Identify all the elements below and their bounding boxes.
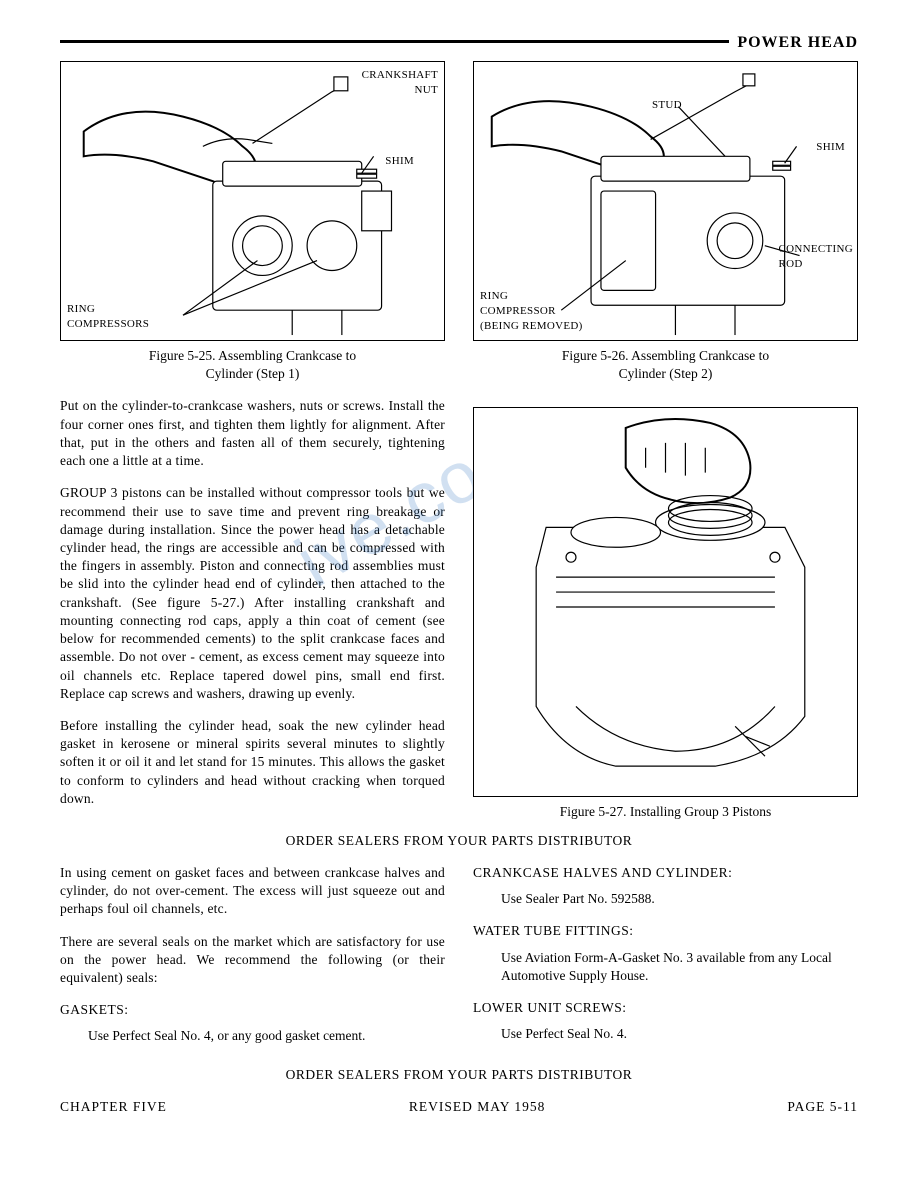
label-ring-compressors: RING COMPRESSORS (67, 302, 149, 332)
lower-unit-text: Use Perfect Seal No. 4. (501, 1025, 858, 1043)
figure-5-26-caption: Figure 5-26. Assembling Crankcase to Cyl… (473, 347, 858, 383)
paragraph: In using cement on gasket faces and betw… (60, 864, 445, 919)
crankcase-text: Use Sealer Part No. 592588. (501, 890, 858, 908)
label-ring-compressor: RING COMPRESSOR (BEING REMOVED) (480, 289, 583, 334)
gaskets-heading: GASKETS: (60, 1001, 445, 1019)
footer-chapter: CHAPTER FIVE (60, 1098, 167, 1116)
figure-5-25: CRANKSHAFT NUT SHIM RING COMPRESSORS (60, 61, 445, 341)
footer-revised: REVISED MAY 1958 (409, 1098, 546, 1116)
paragraph: Before installing the cylinder head, soa… (60, 717, 445, 808)
paragraph: GROUP 3 pistons can be installed without… (60, 484, 445, 703)
figure-5-27 (473, 407, 858, 797)
page-section-title: POWER HEAD (729, 32, 858, 54)
right-column: STUD SHIM CONNECTING ROD RING COMPRESSOR… (473, 61, 858, 826)
caption-text: Figure 5-26. Assembling Crankcase to (562, 348, 769, 363)
crankcase-heading: CRANKCASE HALVES AND CYLINDER: (473, 864, 858, 882)
caption-text: Cylinder (Step 2) (619, 366, 713, 381)
water-heading: WATER TUBE FITTINGS: (473, 922, 858, 940)
label-connecting-rod: CONNECTING ROD (779, 242, 854, 272)
paragraph: Put on the cylinder-to-crankcase washers… (60, 397, 445, 470)
caption-text: Cylinder (Step 1) (206, 366, 300, 381)
lower-unit-heading: LOWER UNIT SCREWS: (473, 999, 858, 1017)
lower-left-column: In using cement on gasket faces and betw… (60, 864, 445, 1060)
figure-5-25-caption: Figure 5-25. Assembling Crankcase to Cyl… (60, 347, 445, 383)
figure-5-27-caption: Figure 5-27. Installing Group 3 Pistons (473, 803, 858, 821)
order-sealers-line-2: ORDER SEALERS FROM YOUR PARTS DISTRIBUTO… (60, 1066, 858, 1084)
caption-text: Figure 5-25. Assembling Crankcase to (149, 348, 356, 363)
label-shim-26: SHIM (816, 140, 845, 155)
footer-page: PAGE 5-11 (787, 1098, 858, 1116)
label-shim-25: SHIM (385, 154, 414, 169)
gaskets-text: Use Perfect Seal No. 4, or any good gask… (88, 1027, 445, 1045)
figure-5-26: STUD SHIM CONNECTING ROD RING COMPRESSOR… (473, 61, 858, 341)
label-crankshaft-nut: CRANKSHAFT NUT (362, 68, 438, 98)
page-footer: CHAPTER FIVE REVISED MAY 1958 PAGE 5-11 (60, 1098, 858, 1116)
water-text: Use Aviation Form-A-Gasket No. 3 availab… (501, 949, 858, 985)
lower-columns: In using cement on gasket faces and betw… (60, 864, 858, 1060)
order-sealers-line: ORDER SEALERS FROM YOUR PARTS DISTRIBUTO… (60, 832, 858, 850)
header-rule: POWER HEAD (60, 40, 858, 43)
label-stud: STUD (652, 98, 682, 113)
lower-right-column: CRANKCASE HALVES AND CYLINDER: Use Seale… (473, 864, 858, 1060)
upper-columns: CRANKSHAFT NUT SHIM RING COMPRESSORS Fig… (60, 61, 858, 826)
paragraph: There are several seals on the market wh… (60, 933, 445, 988)
left-column: CRANKSHAFT NUT SHIM RING COMPRESSORS Fig… (60, 61, 445, 826)
